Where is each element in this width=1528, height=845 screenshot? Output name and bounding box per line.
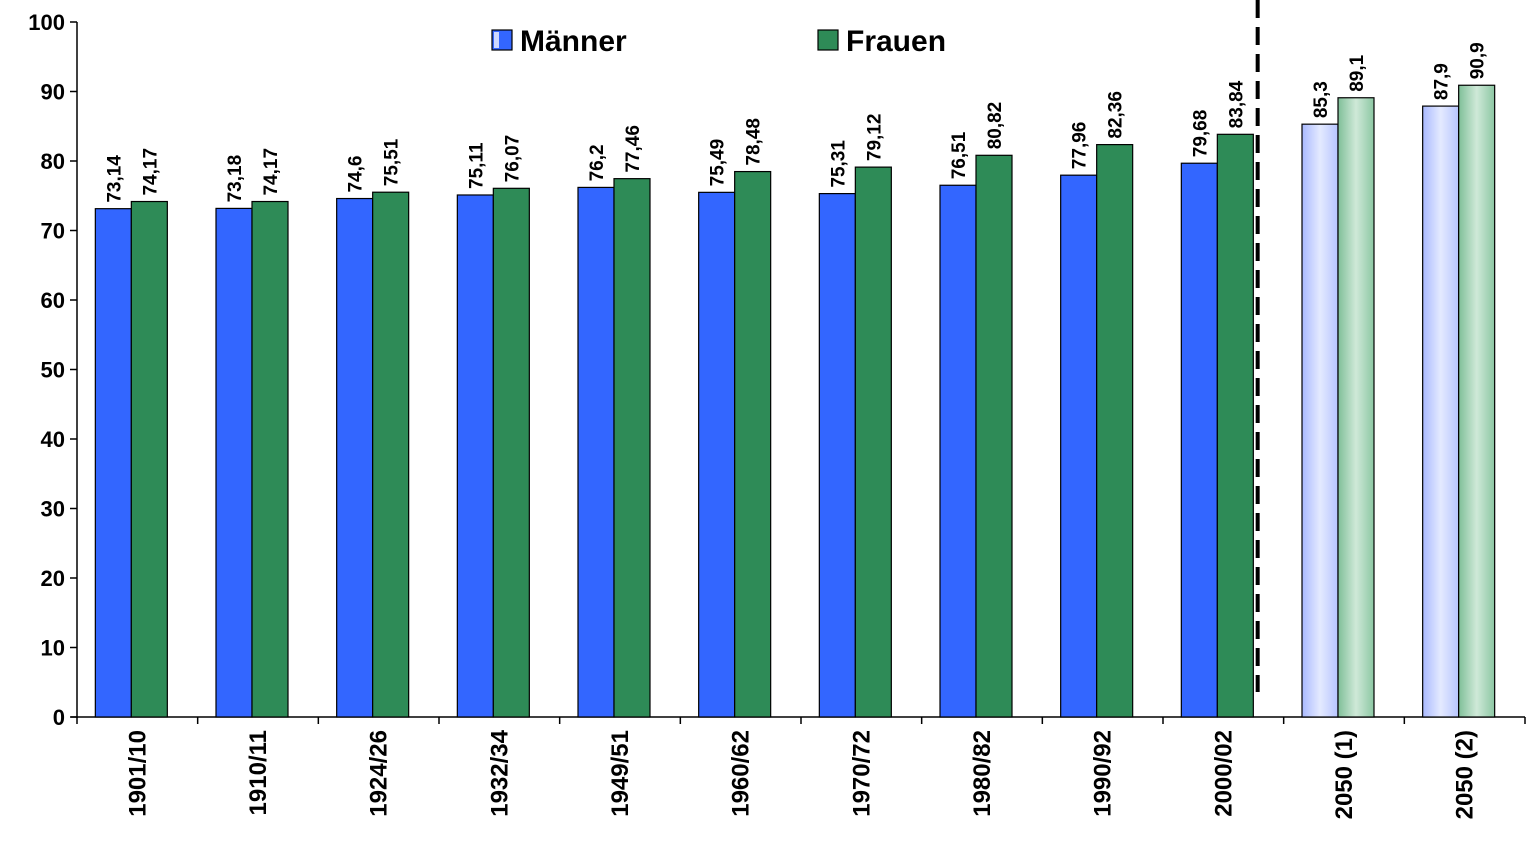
data-label: 79,68 — [1190, 110, 1211, 158]
y-tick-label: 10 — [41, 636, 65, 661]
bar-maenner — [699, 192, 735, 717]
bar-maenner — [578, 187, 614, 717]
y-tick-label: 80 — [41, 149, 65, 174]
x-tick-label: 2050 (1) — [1331, 730, 1358, 819]
x-tick-label: 1901/10 — [124, 730, 151, 817]
legend-swatch-highlight — [494, 32, 499, 48]
bar-frauen — [373, 192, 409, 717]
data-labels: 73,14 74,17 73,18 74,17 74,6 75,51 75,11 76,07 7… — [104, 42, 1488, 202]
bar-maenner — [1061, 175, 1097, 717]
bar-maenner — [1302, 124, 1338, 717]
y-tick-label: 40 — [41, 427, 65, 452]
data-label: 73,14 — [104, 155, 125, 203]
data-label: 74,17 — [261, 148, 282, 196]
data-label: 76,07 — [502, 135, 523, 183]
data-label: 73,18 — [225, 155, 246, 203]
legend-label-frauen: Frauen — [846, 25, 946, 58]
legend-label-maenner: Männer — [520, 25, 627, 58]
data-label: 76,2 — [587, 144, 608, 181]
y-tick-label: 100 — [28, 10, 65, 35]
bar-maenner — [940, 185, 976, 717]
bar-maenner — [457, 195, 493, 717]
x-tick-label: 1949/51 — [607, 730, 634, 817]
y-tick-label: 70 — [41, 219, 65, 244]
data-label: 75,51 — [382, 138, 403, 186]
x-tick-label: 2050 (2) — [1452, 730, 1479, 819]
data-label: 80,82 — [985, 102, 1006, 150]
bar-frauen — [735, 172, 771, 717]
bar-frauen — [614, 179, 650, 717]
x-tick-label: 1960/62 — [728, 730, 755, 817]
data-label: 75,11 — [466, 142, 487, 189]
data-label: 79,12 — [864, 114, 885, 162]
bars — [95, 85, 1494, 717]
bar-frauen — [855, 167, 891, 717]
x-tick-label: 1924/26 — [366, 730, 393, 817]
bar-maenner — [819, 194, 855, 717]
y-tick-label: 60 — [41, 288, 65, 313]
bar-frauen — [1217, 134, 1253, 717]
bar-maenner — [216, 208, 252, 717]
data-label: 85,3 — [1311, 81, 1332, 118]
data-label: 78,48 — [744, 118, 765, 166]
data-label: 83,84 — [1226, 80, 1247, 128]
y-tick-label: 30 — [41, 497, 65, 522]
bar-frauen — [131, 202, 167, 717]
data-label: 76,51 — [949, 131, 970, 179]
x-tick-label: 1970/72 — [848, 730, 875, 817]
y-tick-label: 90 — [41, 80, 65, 105]
bar-maenner — [1181, 163, 1217, 717]
x-tick-label: 1910/11 — [245, 730, 272, 815]
legend: Männer Frauen — [492, 25, 946, 58]
y-tick-label: 20 — [41, 566, 65, 591]
data-label: 74,6 — [346, 156, 367, 193]
x-tick-label: 1980/82 — [969, 730, 996, 817]
data-label: 75,49 — [708, 139, 729, 187]
x-tick-label: 1932/34 — [486, 729, 513, 816]
bar-frauen — [1338, 98, 1374, 717]
bar-frauen — [252, 202, 288, 717]
bar-frauen — [493, 188, 529, 717]
data-label: 82,36 — [1106, 91, 1127, 139]
legend-swatch-frauen — [818, 30, 838, 50]
y-tick-label: 50 — [41, 358, 65, 383]
data-label: 77,46 — [623, 125, 644, 173]
data-label: 77,96 — [1070, 122, 1091, 170]
bar-maenner — [95, 209, 131, 717]
bar-maenner — [337, 199, 373, 717]
x-tick-label: 1990/92 — [1090, 730, 1117, 817]
bar-frauen — [976, 155, 1012, 717]
bar-frauen — [1459, 85, 1495, 717]
bar-maenner — [1423, 106, 1459, 717]
bar-frauen — [1097, 145, 1133, 717]
data-label: 89,1 — [1347, 54, 1368, 91]
y-tick-label: 0 — [53, 705, 65, 730]
x-tick-label: 2000/02 — [1210, 730, 1237, 817]
data-label: 87,9 — [1432, 63, 1453, 100]
data-label: 75,31 — [828, 140, 849, 188]
data-label: 90,9 — [1468, 42, 1489, 79]
data-label: 74,17 — [140, 148, 161, 196]
